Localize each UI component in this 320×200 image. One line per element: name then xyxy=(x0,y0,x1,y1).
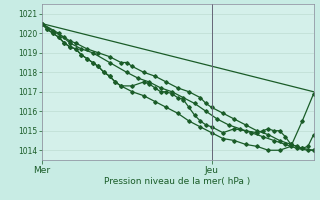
X-axis label: Pression niveau de la mer( hPa ): Pression niveau de la mer( hPa ) xyxy=(104,177,251,186)
